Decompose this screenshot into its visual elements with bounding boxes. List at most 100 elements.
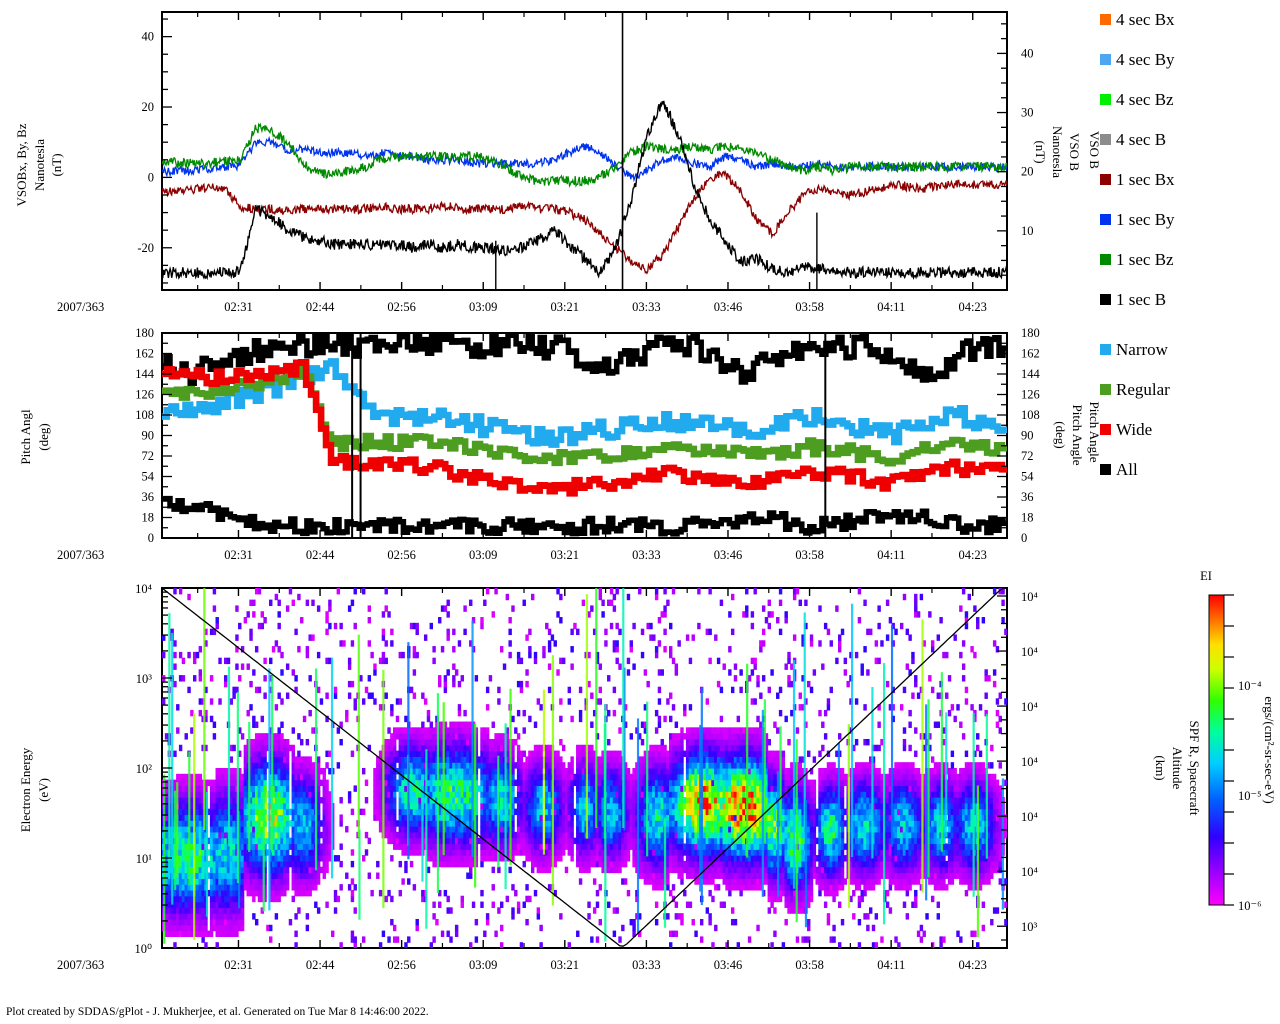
spectrogram-cell xyxy=(460,773,464,781)
spectrogram-cell xyxy=(238,785,242,792)
spectrogram-cell xyxy=(387,889,391,897)
spectrogram-cell xyxy=(395,756,400,763)
spectrogram-cell xyxy=(404,738,408,746)
spectrogram-cell xyxy=(452,738,456,746)
spectrogram-cell xyxy=(494,768,498,775)
spectrogram-cell xyxy=(294,628,298,636)
spectrogram-cell xyxy=(691,779,695,787)
spectrogram-cell xyxy=(271,820,276,827)
spectrogram-cell xyxy=(260,843,264,850)
spectrogram-cell xyxy=(669,738,673,746)
spectrogram-cell xyxy=(480,860,484,868)
spectrogram-cell xyxy=(536,779,541,787)
spectrogram-cell xyxy=(392,762,397,769)
spectrogram-cell xyxy=(249,599,253,607)
spectrogram-cell xyxy=(404,802,408,810)
spectrogram-cell xyxy=(164,843,169,850)
spectrogram-cell xyxy=(342,640,346,647)
spectrogram-cell xyxy=(415,651,419,659)
spectrogram-cell xyxy=(184,849,188,856)
spectrogram-cell xyxy=(178,860,183,868)
spectrogram-cell xyxy=(370,692,374,699)
spectrogram-cell xyxy=(223,808,228,816)
spectrogram-cell xyxy=(652,744,656,752)
spectrogram-cell xyxy=(440,756,445,763)
spectrogram-cell xyxy=(576,773,580,781)
spectrogram-cell xyxy=(539,820,543,827)
spectrogram-cell xyxy=(311,814,315,821)
spectrogram-cell xyxy=(500,779,504,787)
spectrogram-cell xyxy=(440,779,445,787)
spectrogram-cell xyxy=(336,588,341,595)
spectrogram-cell xyxy=(536,768,541,775)
spectrogram-cell xyxy=(438,727,442,734)
spectrogram-cell xyxy=(618,866,622,874)
spectrogram-cell xyxy=(192,675,197,682)
spectrogram-cell xyxy=(457,773,462,781)
spectrogram-cell xyxy=(438,837,442,845)
spectrogram-cell xyxy=(522,814,526,821)
spectrogram-cell xyxy=(660,808,664,816)
spectrogram-cell xyxy=(466,802,470,810)
spectrogram-cell xyxy=(626,808,631,816)
spectrogram-cell xyxy=(533,837,538,845)
spectrogram-cell xyxy=(626,768,631,775)
spectrogram-cell xyxy=(522,773,526,781)
spectrogram-cell xyxy=(446,907,450,914)
spectrogram-cell xyxy=(297,826,301,833)
spectrogram-cell xyxy=(525,768,529,775)
spectrogram-cell xyxy=(271,878,276,885)
spectrogram-cell xyxy=(463,709,467,717)
spectrogram-cell xyxy=(269,773,273,781)
spectrogram-cell xyxy=(373,768,377,775)
spectrogram-cell xyxy=(308,785,312,792)
spectrogram-cell xyxy=(308,860,312,868)
spectrogram-cell xyxy=(235,686,239,694)
spectrogram-cell xyxy=(446,744,450,752)
spectrogram-cell xyxy=(587,768,591,775)
spectrogram-cell xyxy=(660,866,664,874)
spectrogram-cell xyxy=(483,802,487,810)
spectrogram-cell xyxy=(578,750,583,757)
spectrogram-cell xyxy=(474,750,479,757)
spectrogram-cell xyxy=(615,588,619,595)
spectrogram-cell xyxy=(257,820,262,827)
spectrogram-cell xyxy=(274,802,279,810)
spectrogram-cell xyxy=(480,733,484,740)
spectrogram-cell xyxy=(254,814,259,821)
spectrogram-cell xyxy=(297,762,301,769)
spectrogram-cell xyxy=(392,826,397,833)
spectrogram-cell xyxy=(567,826,572,833)
spectrogram-cell xyxy=(559,820,563,827)
spectrogram-cell xyxy=(522,768,526,775)
spectrogram-cell xyxy=(178,837,183,845)
spectrogram-cell xyxy=(432,855,436,862)
spectrogram-cell xyxy=(547,773,552,781)
spectrogram-cell xyxy=(578,709,583,717)
spectrogram-cell xyxy=(612,820,617,827)
spectrogram-cell xyxy=(657,872,662,879)
spectrogram-cell xyxy=(514,837,518,845)
spectrogram-cell xyxy=(626,785,631,792)
spectrogram-cell xyxy=(387,768,391,775)
spectrogram-cell xyxy=(674,930,679,937)
spectrogram-cell xyxy=(519,785,524,792)
spectrogram-cell xyxy=(508,866,512,874)
spectrogram-cell xyxy=(277,831,281,839)
spectrogram-cell xyxy=(446,797,450,804)
spectrogram-cell xyxy=(618,663,622,670)
spectrogram-cell xyxy=(671,855,676,862)
spectrogram-cell xyxy=(325,855,329,862)
spectrogram-cell xyxy=(421,768,425,775)
spectrogram-cell xyxy=(522,727,526,734)
spectrogram-cell xyxy=(274,750,279,757)
spectrogram-cell xyxy=(201,843,205,850)
spectrogram-cell xyxy=(415,808,419,816)
spectrogram-cell xyxy=(269,733,273,740)
spectrogram-cell xyxy=(294,831,298,839)
spectrogram-cell xyxy=(207,860,211,868)
spectrogram-cell xyxy=(491,768,495,775)
spectrogram-cell xyxy=(485,756,490,763)
spectrogram-cell xyxy=(235,930,239,937)
spectrogram-cell xyxy=(643,750,648,757)
